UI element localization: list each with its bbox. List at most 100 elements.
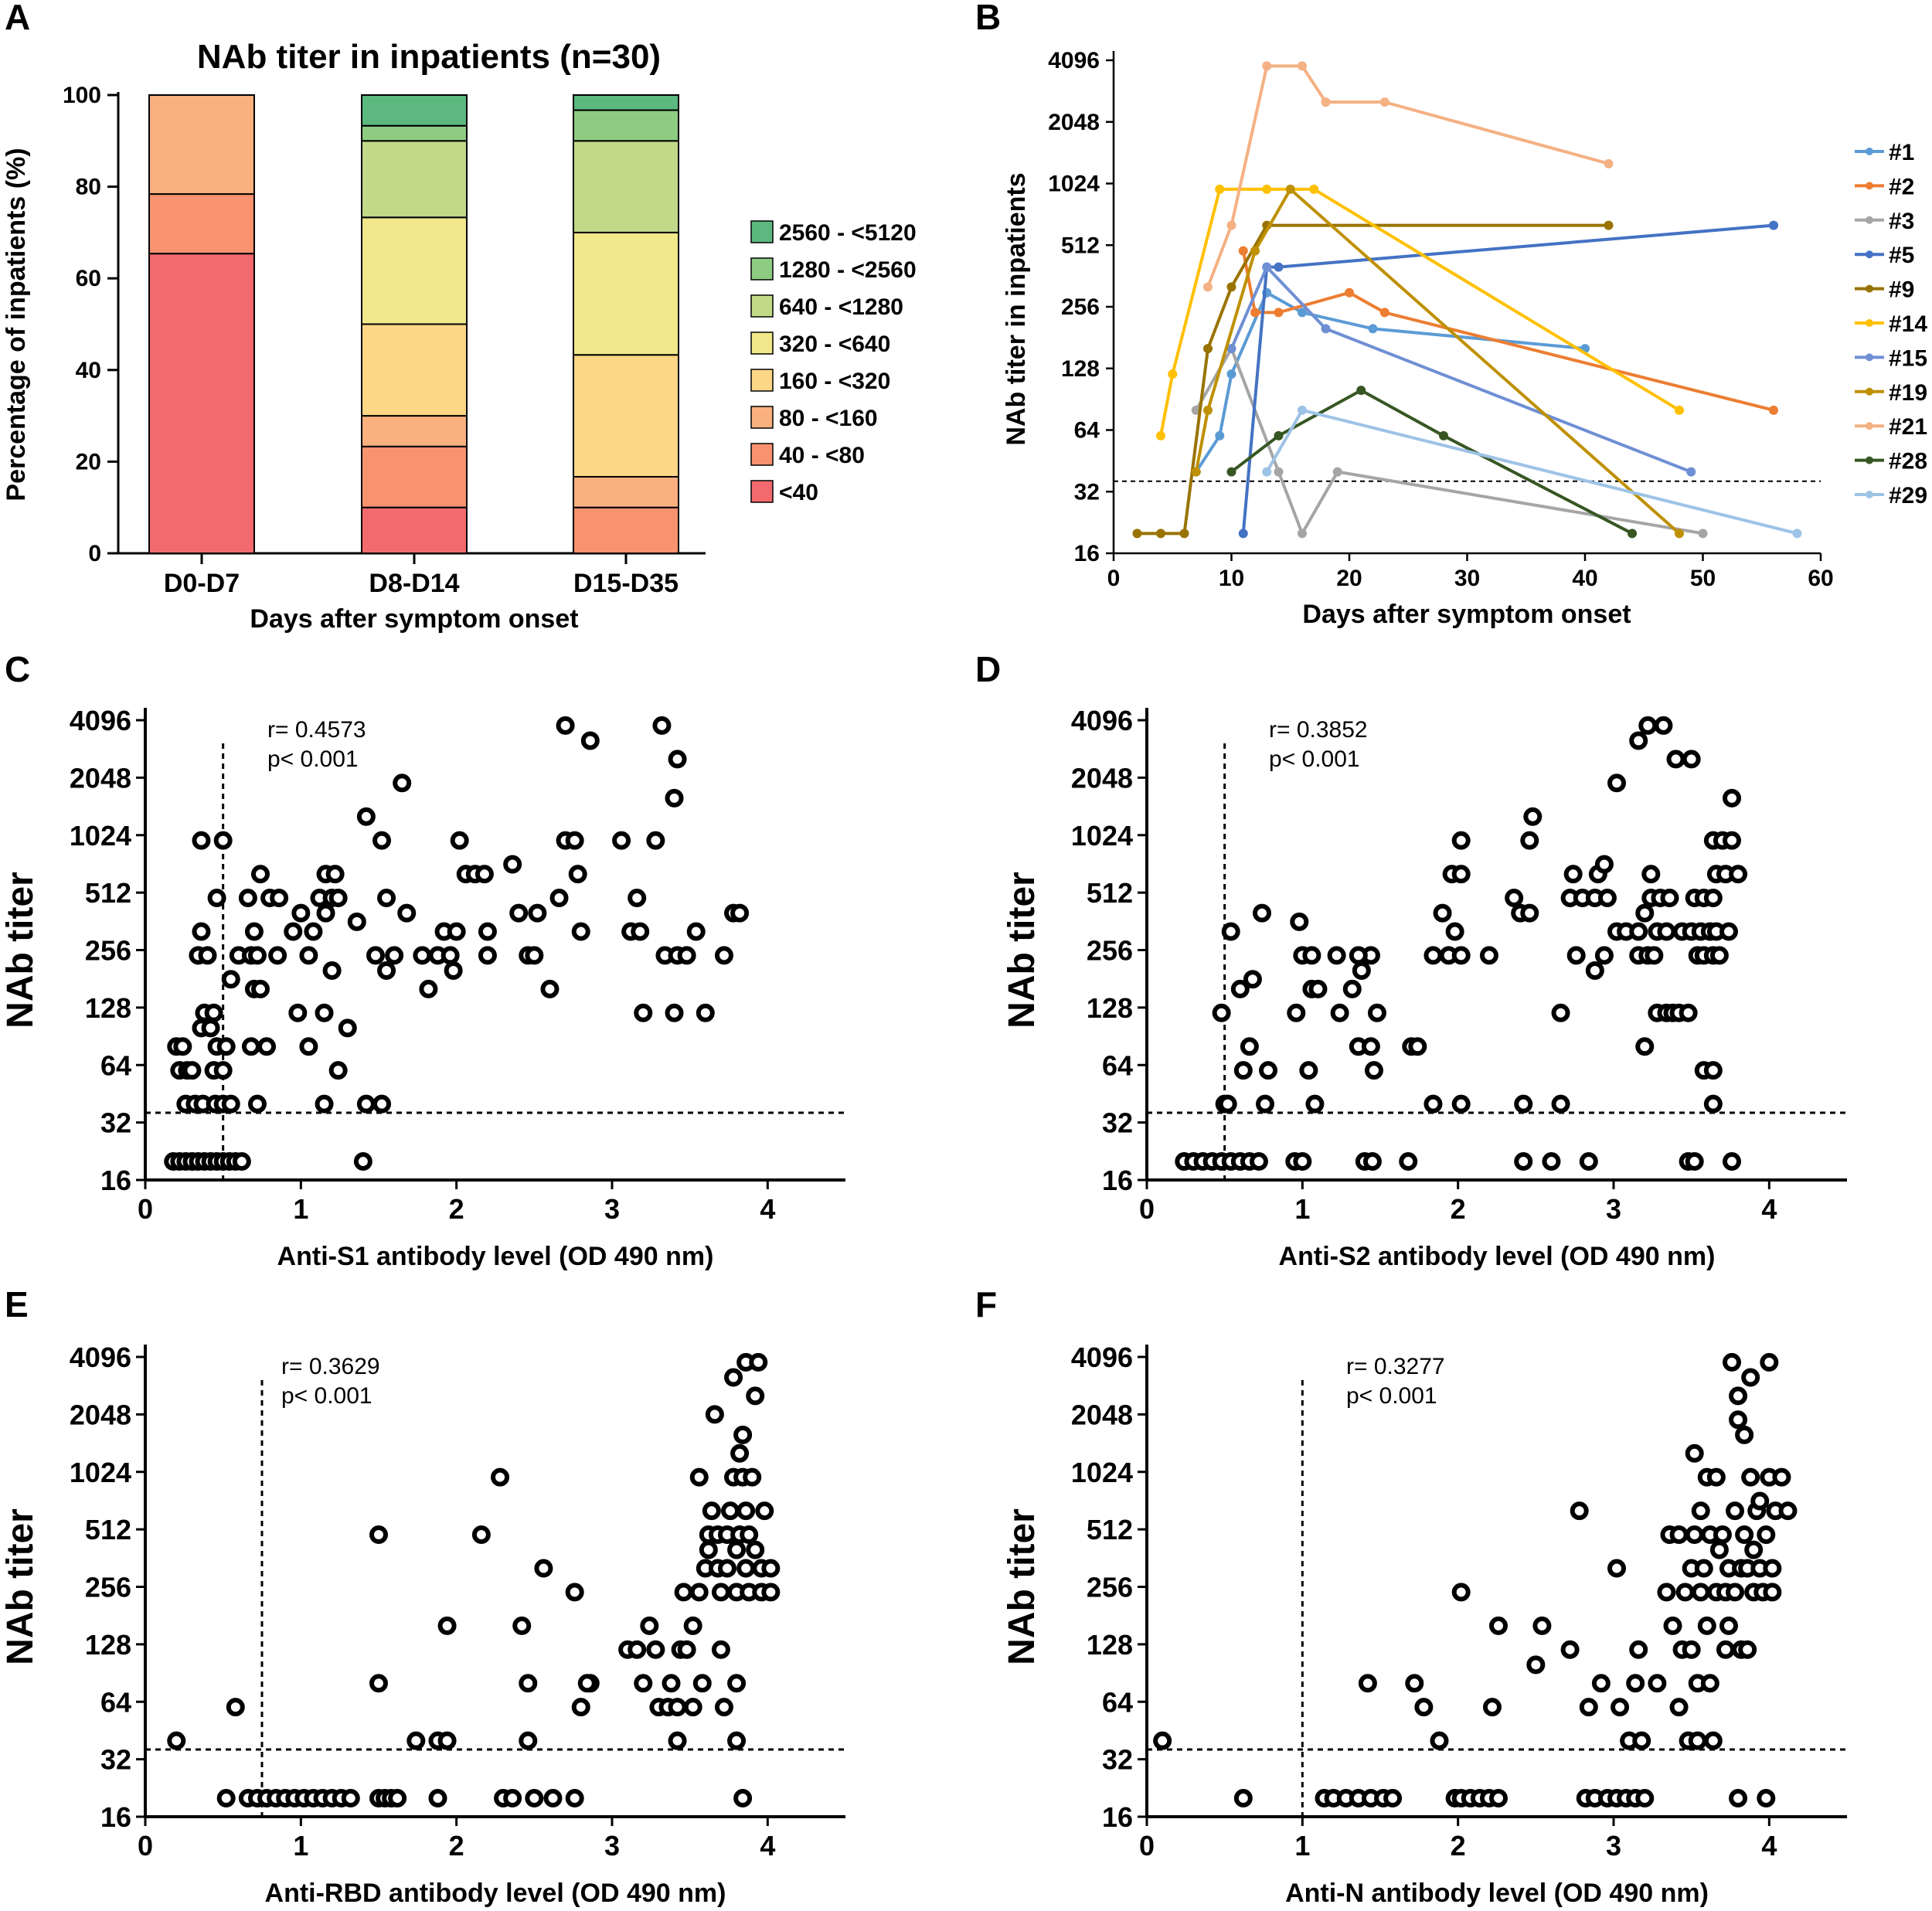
chart-d-xtick-label: 3 [1606,1193,1621,1225]
chart-c-ytick-label: 256 [85,935,131,967]
chart-c-point [503,855,522,874]
chart-b-legend-label: #3 [1889,209,1914,234]
chart-e-point [683,1698,702,1717]
chart-a-ylabel: Percentage of inpatients (%) [2,148,31,501]
chart-b-legend-marker [1866,284,1873,293]
chart-c-point [238,889,257,908]
chart-c-point [528,903,547,923]
chart-c-point [213,831,233,850]
chart-f-point [1669,1698,1689,1717]
chart-f-ylabel: NAb titer [1002,1508,1043,1665]
chart-c-point [372,831,392,850]
chart-e-ytick-label: 64 [100,1686,131,1718]
chart-f-point [1778,1501,1798,1521]
chart-c-point [221,1094,240,1114]
chart-e-point [491,1467,510,1487]
chart-a-legend-swatch [750,369,774,392]
chart-c-point [377,961,396,980]
chart-f-point [1706,1467,1726,1487]
chart-c-point [665,788,684,808]
chart-e-point [711,1583,730,1602]
chart-b-legend-marker [1866,250,1873,259]
chart-c-point [299,1037,318,1056]
chart-e-xtick-label: 3 [604,1830,620,1862]
chart-f-point [1657,1583,1676,1602]
chart-e-point [736,1501,756,1521]
chart-e-point [437,1616,457,1635]
chart-f-point [1735,1425,1754,1444]
chart-c-point [397,903,417,923]
chart-b-ytick-label: 1024 [1048,172,1100,197]
chart-e-ytick-label: 2048 [70,1399,131,1430]
chart-b-ytick-label: 256 [1061,294,1100,320]
chart-b-point [1379,97,1389,107]
chart-c-ytick-label: 512 [85,877,131,909]
chart-a-bar-segment [361,140,468,219]
chart-e-point [571,1698,590,1717]
chart-e-point [369,1525,388,1545]
chart-b-point [1298,308,1307,318]
chart-b-xtick-label: 20 [1336,566,1362,591]
chart-d-point [1666,750,1685,769]
chart-f-point [1685,1443,1704,1463]
chart-d-point [1520,903,1539,923]
chart-b-point [1168,369,1178,379]
chart-c-point [665,1003,684,1022]
chart-c-point [201,1018,220,1038]
chart-e-point [733,1789,753,1808]
chart-d-point [1685,1152,1704,1171]
chart-b-legend-marker [1866,422,1873,430]
chart-e-point [565,1583,584,1602]
chart-f-point [1233,1789,1253,1808]
chart-e-point [702,1501,721,1521]
chart-c-xtick-label: 3 [604,1193,620,1225]
chart-a-legend-label: 2560 - <5120 [779,220,917,246]
chart-b-ytick-label: 2048 [1048,110,1100,135]
chart-d-annotation-p: p< 0.001 [1269,746,1360,772]
chart-b-point [1285,184,1295,194]
chart-a-bar-segment [361,94,468,127]
chart-a-bar-segment [573,109,679,142]
chart-e-point [746,1540,765,1559]
chart-c-point [247,946,267,965]
chart-b-point [1203,344,1213,354]
chart-c-point [270,889,289,908]
chart-d-point [1349,946,1368,965]
chart-c-point [385,946,404,965]
chart-e-point [628,1640,647,1659]
chart-d-ytick-label: 256 [1087,935,1133,967]
chart-c-point [325,865,345,884]
chart-f-point [1741,1368,1760,1387]
chart-c-point [198,946,217,965]
chart-f-point [1741,1467,1760,1487]
chart-f-point [1760,1352,1779,1372]
chart-c-point [356,1094,376,1114]
chart-b-legend-label: #29 [1889,483,1927,508]
chart-d-point [1293,1152,1312,1171]
chart-f-point [1709,1540,1729,1559]
chart-a-xtick-label: D8-D14 [369,569,459,598]
chart-d-point [1660,889,1679,908]
chart-f-point [1719,1616,1738,1635]
chart-e-point [749,1352,768,1372]
chart-f-xtick-label: 2 [1451,1830,1466,1862]
chart-c-point [474,865,494,884]
chart-c-point [634,1003,653,1022]
chart-e-point [662,1674,681,1693]
chart-b-point [1368,324,1378,334]
chart-d-point [1645,946,1664,965]
chart-d-point [1594,855,1614,874]
chart-d-scatter: 16 32 64 128 256 512 1024 2048 4096 0 1 2 3 4 r= 0.385… [1002,705,1847,1271]
chart-d-ytick-label: 4096 [1071,705,1133,736]
chart-c-point [478,946,497,965]
chart-f-point [1430,1731,1449,1750]
chart-e-annotation-r: r= 0.3629 [281,1354,380,1379]
chart-c-point [677,946,696,965]
chart-f-point [1723,1352,1742,1372]
chart-d-point [1551,1094,1570,1114]
chart-d-point [1520,831,1539,850]
chart-a-ytick-label: 60 [76,266,101,291]
chart-d-point [1327,946,1346,965]
chart-c-point [580,731,600,750]
